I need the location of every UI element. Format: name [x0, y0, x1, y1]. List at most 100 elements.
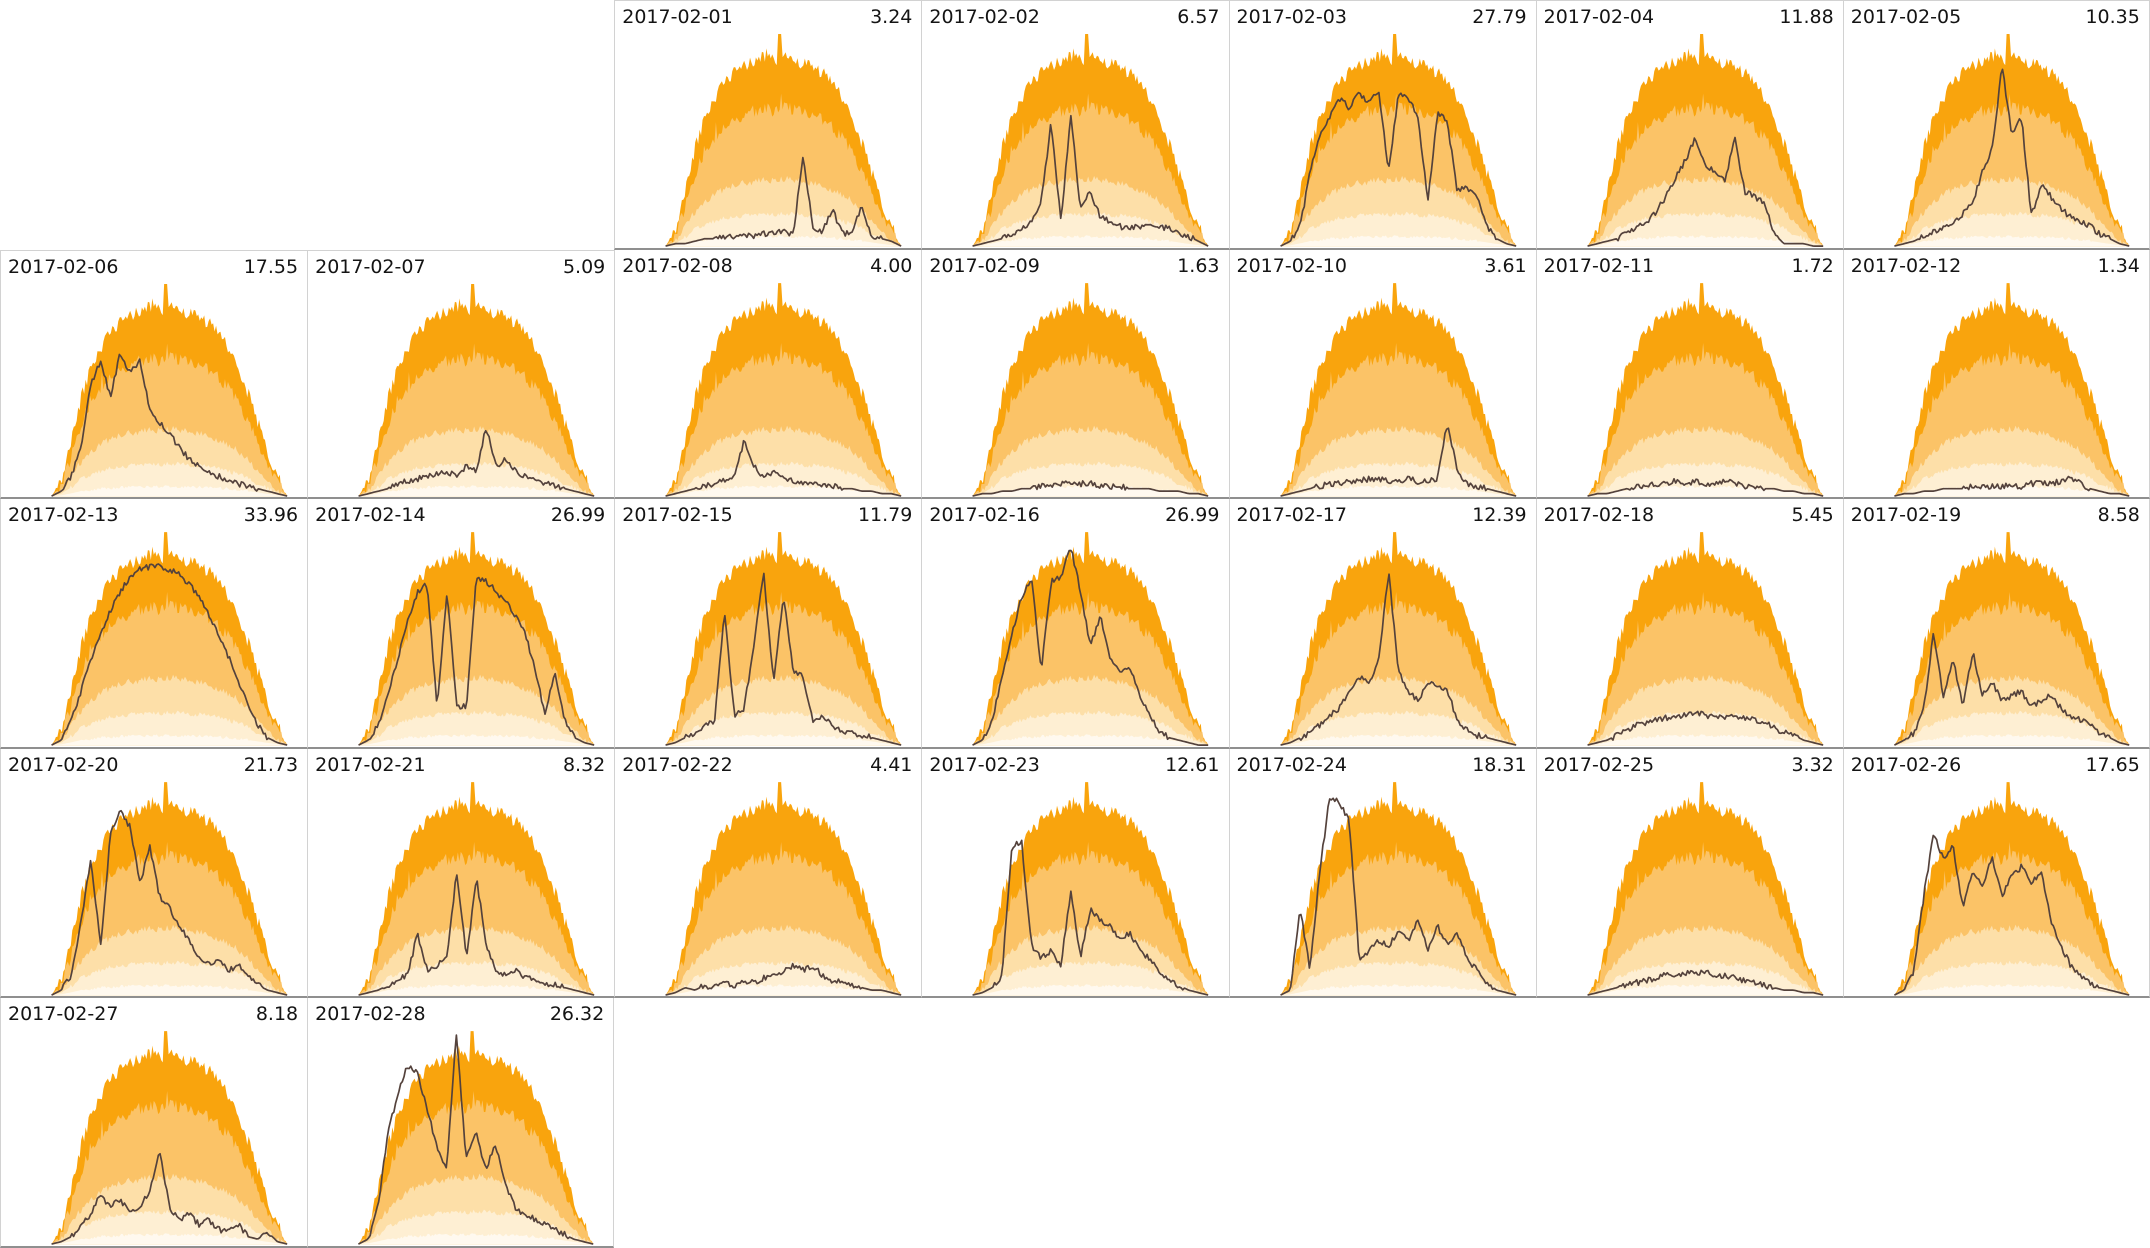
band-core [358, 461, 595, 496]
production-line [51, 563, 288, 747]
value-label: 8.58 [2097, 504, 2140, 527]
day-cell-2017-02-26: 2017-02-26 17.65 [1842, 748, 2150, 999]
date-label: 2017-02-22 [622, 753, 733, 776]
day-cell-2017-02-24: 2017-02-24 18.31 [1228, 748, 1536, 999]
production-line [972, 549, 1209, 747]
band-core [1894, 211, 2129, 247]
production-line [665, 439, 902, 497]
day-cell-2017-02-13: 2017-02-13 33.96 [0, 499, 308, 749]
production-line [51, 353, 288, 497]
band-base [1280, 484, 1516, 496]
day-cell-2017-02-07: 2017-02-07 5.09 [307, 249, 615, 500]
date-label: 2017-02-16 [929, 504, 1040, 527]
day-cell-2017-02-21: 2017-02-21 8.32 [307, 748, 615, 999]
day-chart [358, 781, 595, 996]
value-label: 8.18 [255, 1003, 299, 1026]
value-label: 12.39 [1472, 504, 1527, 527]
date-label: 2017-02-02 [929, 6, 1040, 28]
cell-header: 2017-02-24 18.31 [1230, 751, 1536, 777]
day-chart [51, 532, 288, 747]
production-line [358, 576, 595, 747]
production-line [665, 156, 902, 247]
band-core [972, 960, 1209, 995]
band-core [665, 710, 902, 746]
band-core [51, 710, 288, 746]
band-base [1587, 734, 1823, 746]
day-chart [1893, 282, 2130, 497]
cell-header: 2017-02-28 26.32 [308, 1000, 613, 1026]
band-core [358, 710, 595, 746]
day-chart [1893, 532, 2130, 747]
day-chart [51, 283, 288, 497]
date-label: 2017-02-28 [315, 1003, 426, 1026]
date-label: 2017-02-19 [1850, 504, 1962, 527]
empty-cell [307, 0, 615, 250]
value-label: 5.45 [1791, 504, 1834, 527]
cell-header: 2017-02-25 3.32 [1537, 751, 1843, 777]
day-cell-2017-02-05: 2017-02-05 10.35 [1842, 0, 2150, 250]
cell-header: 2017-02-10 3.61 [1230, 252, 1536, 278]
day-cell-2017-02-09: 2017-02-09 1.63 [921, 249, 1229, 500]
day-chart [1586, 781, 1824, 996]
day-chart [665, 282, 902, 497]
day-cell-2017-02-03: 2017-02-03 27.79 [1228, 0, 1536, 250]
band-core [51, 461, 288, 496]
band-core [1587, 461, 1823, 496]
date-label: 2017-02-03 [1236, 6, 1347, 28]
value-label: 17.55 [243, 255, 299, 278]
band-base [1587, 235, 1823, 247]
day-cell-2017-02-20: 2017-02-20 21.73 [0, 748, 308, 999]
band-base [972, 235, 1209, 247]
date-label: 2017-02-10 [1236, 254, 1347, 277]
day-chart [51, 781, 288, 996]
day-chart [1279, 532, 1516, 747]
value-label: 11.88 [1779, 6, 1834, 28]
value-label: 17.65 [2085, 753, 2140, 776]
band-base [358, 1233, 594, 1245]
day-chart [972, 34, 1209, 247]
empty-cell [1842, 998, 2150, 1248]
date-label: 2017-02-15 [622, 504, 733, 527]
band-base [358, 983, 595, 995]
value-label: 21.73 [243, 753, 299, 776]
cell-header: 2017-02-26 17.65 [1844, 751, 2149, 777]
band-core [1894, 461, 2129, 496]
cell-header: 2017-02-13 33.96 [1, 501, 307, 527]
date-label: 2017-02-27 [8, 1003, 119, 1026]
day-cell-2017-02-27: 2017-02-27 8.18 [0, 998, 308, 1248]
value-label: 3.32 [1791, 753, 1834, 776]
band-core [1587, 710, 1823, 746]
band-base [1587, 983, 1823, 995]
day-chart [665, 532, 902, 747]
value-label: 1.72 [1791, 254, 1834, 277]
band-base [1280, 983, 1516, 995]
date-label: 2017-02-14 [315, 504, 426, 527]
date-label: 2017-02-23 [929, 753, 1040, 776]
date-label: 2017-02-12 [1850, 254, 1962, 277]
band-core [358, 960, 595, 995]
production-line [1586, 136, 1823, 247]
band-core [1587, 960, 1823, 995]
band-base [1280, 235, 1516, 247]
date-label: 2017-02-08 [622, 254, 733, 277]
day-chart [358, 283, 595, 497]
value-label: 11.79 [857, 504, 913, 527]
band-base [1587, 484, 1823, 496]
day-cell-2017-02-25: 2017-02-25 3.32 [1535, 748, 1843, 999]
band-core [1280, 211, 1516, 247]
production-line [1586, 969, 1824, 996]
value-label: 3.24 [870, 6, 913, 28]
band-base [972, 484, 1209, 496]
band-base [972, 734, 1209, 746]
band-base [51, 484, 288, 496]
day-chart [665, 34, 902, 247]
value-label: 26.99 [550, 504, 606, 527]
day-chart [1586, 532, 1824, 747]
production-line [1279, 91, 1516, 247]
value-label: 26.99 [1165, 504, 1220, 527]
date-label: 2017-02-09 [929, 254, 1040, 277]
date-label: 2017-02-11 [1543, 254, 1655, 277]
day-chart [972, 532, 1209, 747]
band-core [1894, 710, 2129, 746]
value-label: 33.96 [243, 504, 299, 527]
